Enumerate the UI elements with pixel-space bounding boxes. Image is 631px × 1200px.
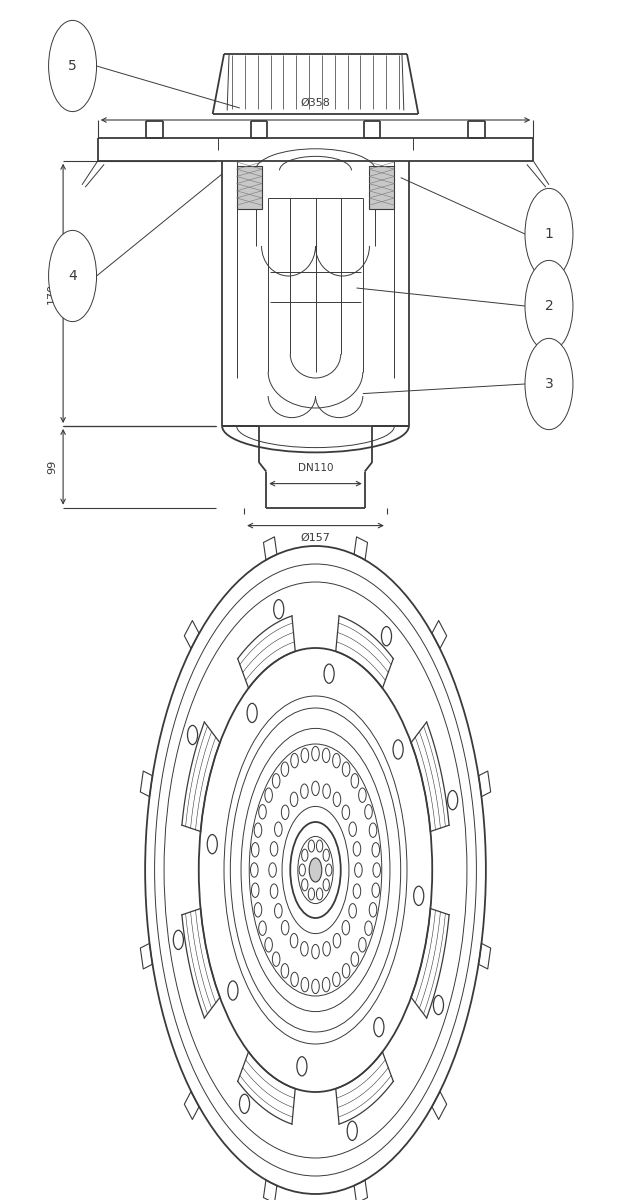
Text: 4: 4: [68, 269, 77, 283]
Text: 2: 2: [545, 299, 553, 313]
Circle shape: [525, 338, 573, 430]
Text: 99: 99: [47, 460, 57, 474]
Text: Ø358: Ø358: [300, 98, 331, 108]
Text: 5: 5: [68, 59, 77, 73]
Text: DN110: DN110: [298, 463, 333, 473]
Text: 1: 1: [545, 227, 553, 241]
Text: Ø157: Ø157: [300, 533, 331, 542]
Circle shape: [525, 188, 573, 280]
Circle shape: [49, 20, 97, 112]
Circle shape: [49, 230, 97, 322]
Text: 170: 170: [47, 283, 57, 304]
Text: 3: 3: [545, 377, 553, 391]
Bar: [237, 166, 262, 209]
Bar: [369, 166, 394, 209]
Circle shape: [309, 858, 322, 882]
Circle shape: [525, 260, 573, 352]
